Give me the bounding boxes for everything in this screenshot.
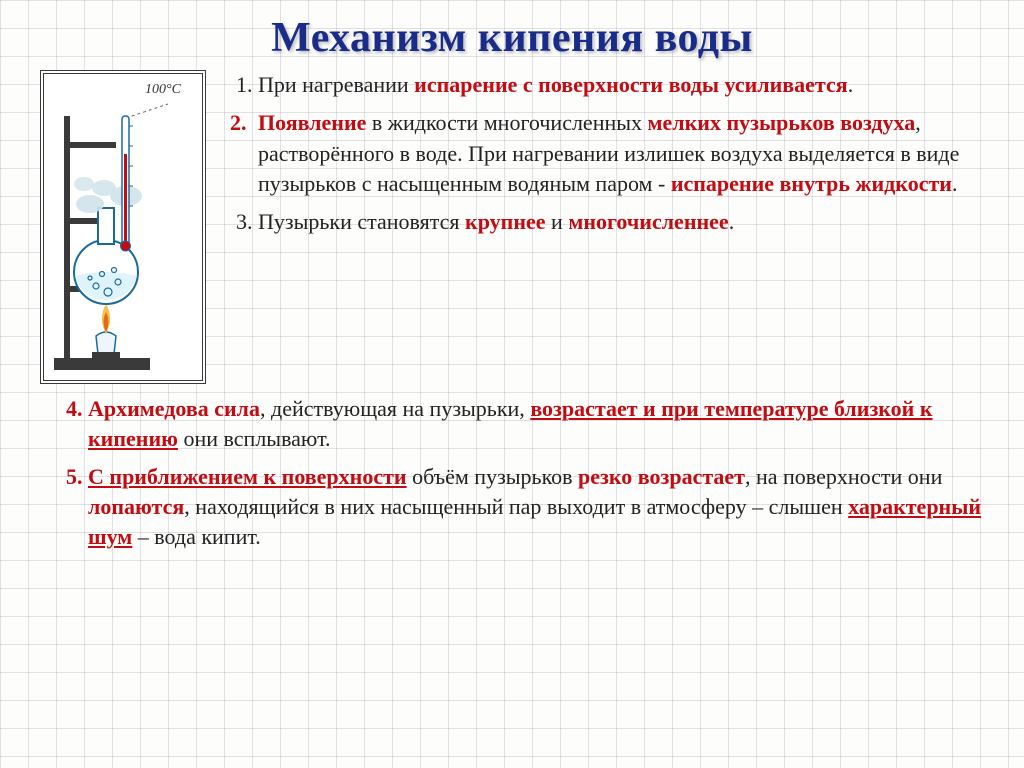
slide: Механизм кипения воды 100°С — [0, 0, 1024, 768]
step-1-post: . — [848, 72, 854, 97]
step-3-mid: и — [546, 209, 569, 234]
step-5-hl-a: С приближением к поверхности — [88, 464, 407, 489]
step-2-hl-b: мелких пузырьков воздуха — [648, 110, 916, 135]
step-4-hl-a: Архимедова сила — [88, 396, 260, 421]
step-3-hl-b: многочисленнее — [568, 209, 728, 234]
step-2-hl-c: испарение внутрь жидкости — [671, 171, 952, 196]
steps-list-bottom: Архимедова сила, действующая на пузырьки… — [40, 394, 984, 552]
step-2-post: . — [952, 171, 958, 196]
step-3-post: . — [729, 209, 735, 234]
step-5-hl-b: резко возрастает — [578, 464, 745, 489]
step-5: С приближением к поверхности объём пузыр… — [88, 462, 984, 552]
step-4: Архимедова сила, действующая на пузырьки… — [88, 394, 984, 454]
step-2-hl-a: Появление — [258, 110, 366, 135]
step-5-post: – вода кипит. — [132, 524, 261, 549]
flask-apparatus-icon — [48, 96, 198, 376]
step-4-post: они всплывают. — [178, 426, 331, 451]
step-5-mid-a: объём пузырьков — [407, 464, 578, 489]
step-2-mid-a: в жидкости многочисленных — [366, 110, 647, 135]
step-5-mid-c: , находящийся в них насыщенный пар выход… — [184, 494, 848, 519]
step-2-marker: 2. — [230, 108, 247, 138]
step-5-mid-b: , на поверхности они — [745, 464, 942, 489]
slide-title: Механизм кипения воды — [40, 14, 984, 62]
step-5-hl-c: лопаются — [88, 494, 184, 519]
step-1-hl: испарение с поверхности воды усиливается — [414, 72, 848, 97]
step-1-pre: При нагревании — [258, 72, 414, 97]
experiment-figure: 100°С — [40, 70, 206, 384]
steps-list-top: При нагревании испарение с поверхности в… — [230, 70, 984, 246]
step-1: При нагревании испарение с поверхности в… — [258, 70, 984, 100]
step-3-pre: Пузырьки становятся — [258, 209, 465, 234]
step-2: 2. Появление в жидкости многочисленных м… — [258, 108, 984, 199]
step-4-mid-a: , действующая на пузырьки, — [260, 396, 530, 421]
top-row: 100°С — [40, 70, 984, 384]
temperature-label: 100°С — [88, 82, 238, 98]
step-3-hl-a: крупнее — [465, 209, 546, 234]
step-3: Пузырьки становятся крупнее и многочисле… — [258, 207, 984, 237]
